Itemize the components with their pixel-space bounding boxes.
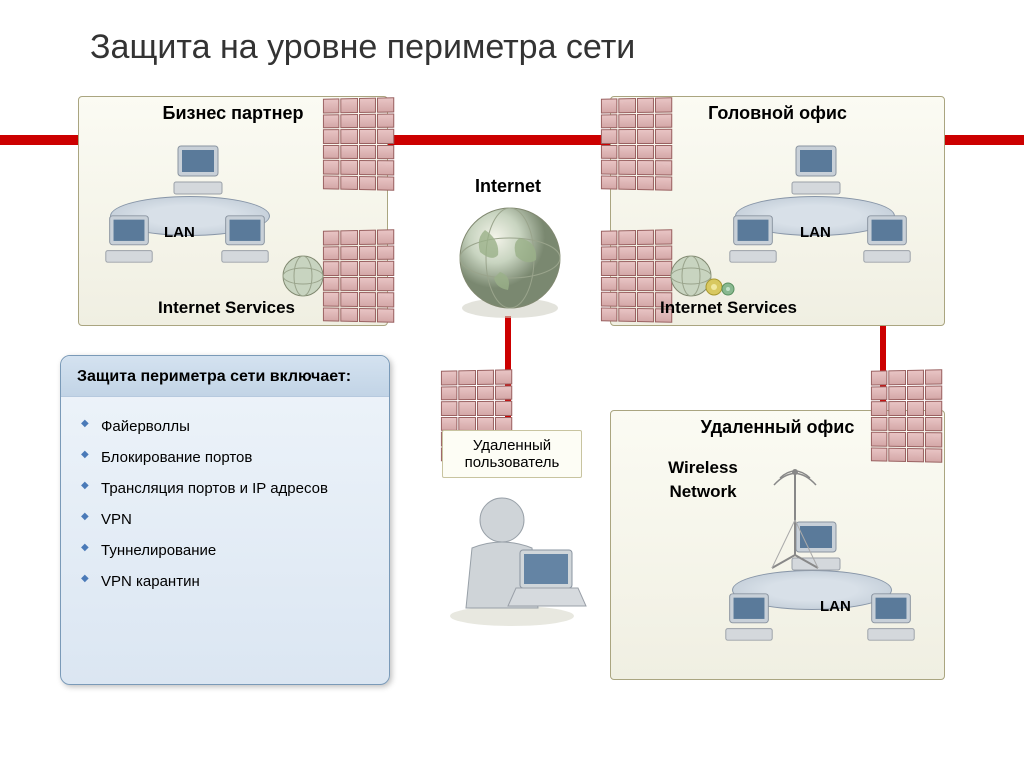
partner-services: Internet Services bbox=[158, 298, 295, 318]
computer-hq-2 bbox=[724, 210, 782, 273]
info-item: VPN bbox=[81, 504, 369, 535]
info-item: Туннелирование bbox=[81, 535, 369, 566]
computer-partner-2 bbox=[100, 210, 158, 273]
info-item: Блокирование портов bbox=[81, 442, 369, 473]
firewall-3 bbox=[323, 229, 394, 323]
computer-hq-3 bbox=[858, 210, 916, 273]
firewall-2 bbox=[601, 97, 672, 191]
computer-partner-1 bbox=[168, 140, 228, 205]
remote-user-label: Удаленный пользователь bbox=[442, 430, 582, 478]
hq-services: Internet Services bbox=[660, 298, 797, 318]
remote-office-lan-label: LAN bbox=[820, 598, 851, 615]
info-panel-list: Файерволлы Блокирование портов Трансляци… bbox=[61, 397, 389, 611]
info-item: Файерволлы bbox=[81, 411, 369, 442]
internet-label: Internet bbox=[475, 176, 541, 197]
hq-lan-label: LAN bbox=[800, 224, 831, 241]
info-item: Трансляция портов и IP адресов bbox=[81, 473, 369, 504]
antenna-icon bbox=[760, 460, 830, 570]
partner-lan-label: LAN bbox=[164, 224, 195, 241]
info-panel: Защита периметра сети включает: Файервол… bbox=[60, 355, 390, 685]
small-globe-1 bbox=[278, 252, 328, 302]
page-title: Защита на уровне периметра сети bbox=[90, 28, 635, 67]
computer-ro-2 bbox=[720, 588, 778, 651]
info-panel-title: Защита периметра сети включает: bbox=[61, 356, 389, 397]
wireless-label: Wireless Network bbox=[648, 456, 758, 504]
info-item: VPN карантин bbox=[81, 566, 369, 597]
globe-icon bbox=[450, 200, 570, 320]
computer-ro-3 bbox=[862, 588, 920, 651]
computer-partner-3 bbox=[216, 210, 274, 273]
computer-hq-1 bbox=[786, 140, 846, 205]
firewall-1 bbox=[323, 97, 394, 191]
gears-icon bbox=[704, 275, 738, 299]
firewall-6 bbox=[871, 369, 942, 463]
remote-user-icon bbox=[432, 488, 592, 628]
